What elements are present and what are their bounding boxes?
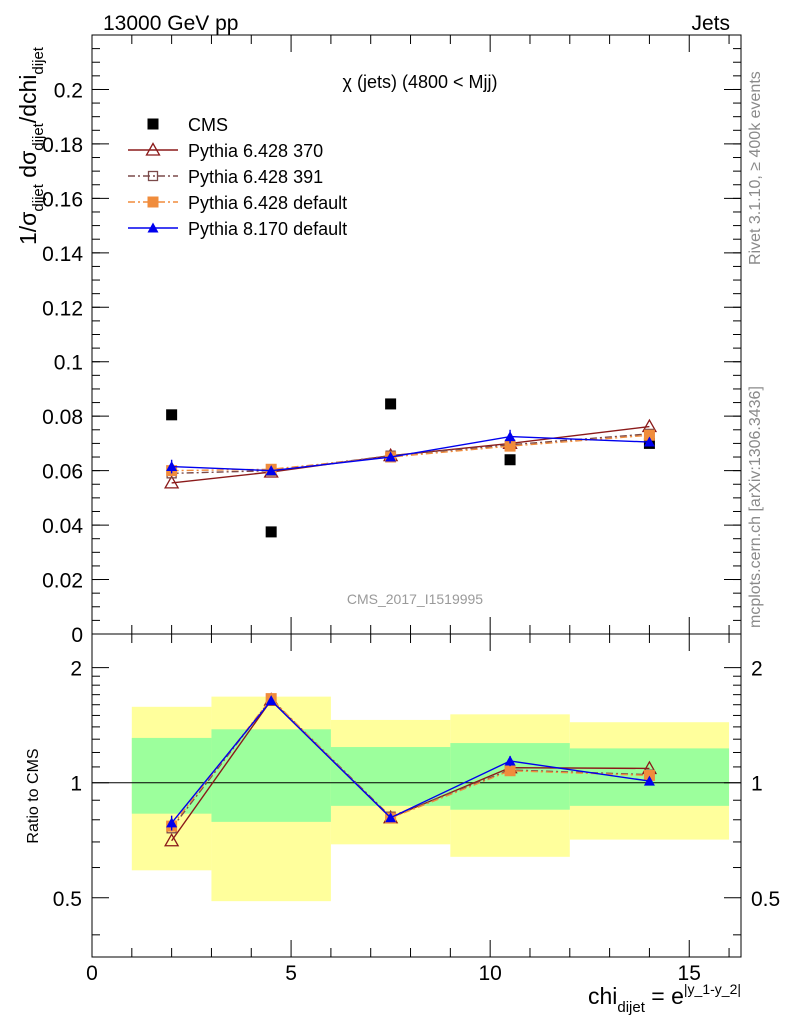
uncertainty-band-inner [211, 729, 331, 822]
legend: CMS Pythia 6.428 370 Pythia 6.428 391 Pythi… [128, 115, 347, 239]
main-panel: 0 0.02 0.04 0.06 0.08 0.1 0.12 0.14 0.16 0.18 0.2 1… [15, 34, 742, 647]
series-line [171, 435, 650, 472]
ratio-y-tick-label-left: 1 [70, 773, 82, 796]
legend-label: Pythia 8.170 default [188, 219, 347, 239]
header-right: Jets [691, 12, 730, 35]
data-point [265, 465, 277, 476]
y-tick-label: 0.2 [54, 79, 83, 102]
legend-marker [147, 170, 159, 182]
series-0 [166, 398, 655, 538]
mcplots-credit-text: mcplots.cern.ch [arXiv:1306.3436] [747, 386, 764, 628]
ratio-y-tick-label-right: 0.5 [751, 888, 780, 911]
x-tick-label: 15 [678, 962, 701, 985]
ratio-data-point [643, 775, 655, 786]
uncertainty-band-inner [131, 737, 212, 814]
ratio-y-axis-label: Ratio to CMS [25, 748, 42, 843]
ratio-data-point [643, 769, 655, 781]
ratio-y-tick-label-right: 1 [751, 773, 763, 796]
data-point [643, 436, 655, 447]
y-tick-label: 0.02 [42, 570, 83, 593]
ratio-data-point [504, 765, 516, 777]
uncertainty-band-inner [330, 747, 451, 806]
legend-marker [147, 222, 159, 233]
x-axis-label: chidijet = e|y_1-y_2| [588, 981, 741, 1016]
ratio-data-point [504, 755, 516, 766]
data-point [164, 475, 180, 489]
ratio-data-point [265, 695, 277, 706]
x-tick-label: 5 [285, 962, 297, 985]
y-tick-label: 0.14 [42, 243, 83, 266]
analysis-watermark: CMS_2017_I1519995 [347, 591, 483, 607]
data-point [166, 461, 178, 472]
series-line [171, 433, 650, 475]
data-point [504, 440, 516, 452]
header-left: 13000 GeV pp [103, 12, 238, 35]
y-tick-label: 0 [71, 624, 83, 647]
y-tick-label: 0.08 [42, 406, 83, 429]
legend-label: Pythia 6.428 370 [188, 141, 323, 161]
y-tick-label: 0.16 [42, 188, 83, 211]
data-point [504, 431, 516, 442]
legend-label: CMS [188, 115, 228, 135]
series-4 [166, 429, 655, 476]
ratio-data-point [164, 832, 180, 847]
y-tick-label: 0.18 [42, 134, 83, 157]
y-tick-label: 0.04 [42, 515, 83, 538]
legend-marker [147, 118, 159, 130]
y-tick-label: 0.1 [54, 352, 83, 375]
y-tick-label: 0.12 [42, 297, 83, 320]
ratio-data-point [385, 812, 397, 823]
data-point [385, 451, 397, 462]
x-tick-label: 10 [478, 962, 501, 985]
data-point [643, 429, 655, 441]
data-point [265, 526, 277, 538]
ratio-plot-frame [91, 633, 742, 958]
uncertainty-band-inner [450, 743, 570, 810]
series-line [171, 425, 650, 484]
data-point [504, 454, 516, 466]
ratio-y-tick-label-left: 2 [70, 658, 82, 681]
rivet-version-text: Rivet 3.1.10, ≥ 400k events [747, 71, 764, 265]
data-point [385, 398, 397, 410]
data-point [166, 409, 178, 421]
ratio-y-tick-label-right: 2 [751, 658, 763, 681]
ratio-series-3 [166, 695, 655, 831]
ratio-y-tick-label-left: 0.5 [53, 888, 82, 911]
ratio-data-point [166, 817, 178, 828]
chart-title: χ (jets) (4800 < Mjj) [343, 72, 498, 92]
y-axis-label: 1/σdijet dσdijet/dchidijet [15, 46, 47, 245]
ratio-panel: 0.5 0.5 1 1 2 2 0 5 10 15 Ratio to CMS chidijet = e… [25, 633, 780, 1016]
x-tick-label: 0 [86, 962, 98, 985]
legend-label: Pythia 6.428 391 [188, 167, 323, 187]
y-tick-label: 0.06 [42, 461, 83, 484]
legend-marker [147, 196, 159, 208]
legend-marker [145, 142, 161, 156]
legend-label: Pythia 6.428 default [188, 193, 347, 213]
